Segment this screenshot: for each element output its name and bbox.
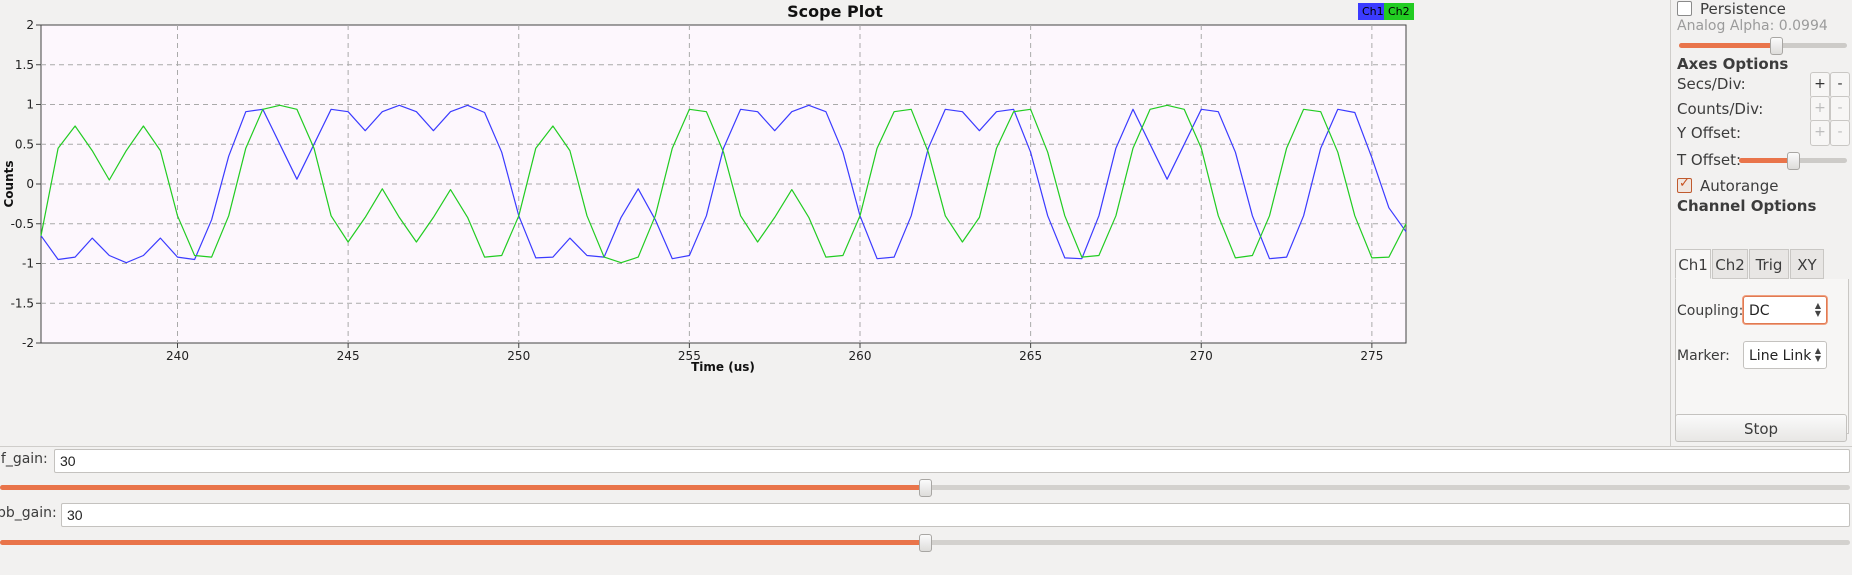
t-offset-fill bbox=[1739, 158, 1793, 163]
tab-trig[interactable]: Trig bbox=[1749, 249, 1789, 279]
y-tick-label: -2 bbox=[22, 336, 34, 350]
x-tick-label: 260 bbox=[849, 349, 872, 363]
bb-gain-fill bbox=[0, 540, 925, 545]
plot-title: Scope Plot bbox=[787, 2, 883, 21]
y-tick-label: 0.5 bbox=[15, 137, 34, 151]
series-line-ch2 bbox=[40, 104, 1407, 264]
if-gain-knob[interactable] bbox=[919, 479, 932, 497]
stop-button[interactable]: Stop bbox=[1675, 414, 1847, 442]
analog-alpha-slider[interactable] bbox=[1679, 37, 1847, 55]
if-gain-input[interactable] bbox=[54, 449, 1850, 473]
series-layer bbox=[40, 104, 1407, 264]
axes-options-title: Axes Options bbox=[1677, 55, 1789, 73]
legend-ch1[interactable]: Ch1 bbox=[1358, 3, 1388, 20]
analog-alpha-label: Analog Alpha: 0.0994 bbox=[1677, 18, 1828, 34]
analog-alpha-knob[interactable] bbox=[1770, 37, 1784, 55]
series-line-ch1 bbox=[40, 104, 1407, 264]
autorange-checkbox[interactable] bbox=[1677, 176, 1692, 193]
x-tick-label: 255 bbox=[678, 349, 701, 363]
y-tick-label: -1.5 bbox=[11, 296, 34, 310]
secs-div-label: Secs/Div: bbox=[1677, 75, 1746, 93]
persistence-label: Persistence bbox=[1700, 0, 1786, 18]
y-tick-label: 2 bbox=[26, 18, 34, 32]
grid-layer bbox=[41, 25, 1406, 343]
analog-alpha-fill bbox=[1679, 43, 1777, 48]
counts-div-label: Counts/Div: bbox=[1677, 100, 1764, 118]
bb-gain-slider[interactable] bbox=[0, 534, 1850, 552]
y-axis-label: Counts bbox=[2, 160, 16, 207]
y-tick-label: -1 bbox=[22, 257, 34, 271]
bb-gain-label: bb_gain: bbox=[0, 505, 57, 521]
bb-gain-knob[interactable] bbox=[919, 534, 932, 552]
marker-select[interactable]: Line Link ▲ ▼ bbox=[1743, 341, 1827, 369]
t-offset-knob[interactable] bbox=[1787, 152, 1800, 170]
secs-div-plus-button[interactable]: + bbox=[1810, 72, 1830, 98]
marker-value: Line Link bbox=[1749, 348, 1812, 364]
if-gain-fill bbox=[0, 485, 925, 490]
counts-div-minus-button[interactable]: - bbox=[1830, 96, 1850, 122]
secs-div-minus-button[interactable]: - bbox=[1830, 72, 1850, 98]
tab-ch2[interactable]: Ch2 bbox=[1712, 249, 1748, 279]
x-tick-label: 240 bbox=[166, 349, 189, 363]
scope-chart: Scope Plot 240 245 250 255 260 265 270 275 2 1.5 1… bbox=[2, 2, 1407, 374]
scope-options-panel: Persistence Analog Alpha: 0.0994 Axes Op… bbox=[1670, 0, 1852, 446]
legend-ch2[interactable]: Ch2 bbox=[1384, 3, 1414, 20]
persistence-row[interactable]: Persistence bbox=[1677, 0, 1786, 18]
counts-div-plus-button[interactable]: + bbox=[1810, 96, 1830, 122]
ch1-tab-panel: Coupling: DC ▲ ▼ Marker: Line Link ▲ ▼ bbox=[1675, 279, 1849, 434]
y-offset-minus-button[interactable]: - bbox=[1830, 120, 1850, 146]
t-offset-label: T Offset: bbox=[1677, 151, 1742, 169]
y-tick-label: 1 bbox=[26, 98, 34, 112]
y-offset-label: Y Offset: bbox=[1677, 124, 1742, 142]
x-tick-label: 250 bbox=[507, 349, 530, 363]
autorange-row[interactable]: Autorange bbox=[1677, 176, 1779, 195]
spin-arrows-icon: ▲ ▼ bbox=[1814, 346, 1821, 363]
x-tick-label: 275 bbox=[1360, 349, 1383, 363]
y-offset-plus-button[interactable]: + bbox=[1810, 120, 1830, 146]
x-tick-label: 270 bbox=[1190, 349, 1213, 363]
marker-label: Marker: bbox=[1677, 348, 1730, 364]
y-tick-label: 0 bbox=[26, 177, 34, 191]
autorange-label: Autorange bbox=[1700, 177, 1779, 195]
y-tick-label: -0.5 bbox=[11, 217, 34, 231]
tick-layer: 240 245 250 255 260 265 270 275 2 1.5 1 0.5 0 -0.5 -1 -… bbox=[11, 18, 1384, 363]
persistence-checkbox[interactable] bbox=[1677, 1, 1692, 16]
spin-arrows-icon: ▲ ▼ bbox=[1814, 301, 1821, 318]
t-offset-slider[interactable] bbox=[1739, 152, 1847, 170]
x-tick-label: 245 bbox=[337, 349, 360, 363]
bb-gain-input[interactable] bbox=[61, 503, 1850, 527]
coupling-value: DC bbox=[1749, 303, 1770, 319]
x-axis-label: Time (us) bbox=[691, 360, 755, 374]
if-gain-label: if_gain: bbox=[0, 451, 48, 467]
scope-plot: Scope Plot 240 245 250 255 260 265 270 275 2 1.5 1… bbox=[2, 2, 1414, 374]
channel-tabs: Ch1 Ch2 Trig XY bbox=[1675, 249, 1849, 279]
if-gain-slider[interactable] bbox=[0, 479, 1850, 497]
channel-options-title: Channel Options bbox=[1677, 197, 1817, 215]
coupling-select[interactable]: DC ▲ ▼ bbox=[1743, 296, 1827, 324]
divider bbox=[0, 446, 1852, 447]
x-tick-label: 265 bbox=[1019, 349, 1042, 363]
y-tick-label: 1.5 bbox=[15, 58, 34, 72]
tab-ch1[interactable]: Ch1 bbox=[1675, 249, 1711, 279]
coupling-label: Coupling: bbox=[1677, 303, 1744, 319]
tab-xy[interactable]: XY bbox=[1790, 249, 1824, 279]
